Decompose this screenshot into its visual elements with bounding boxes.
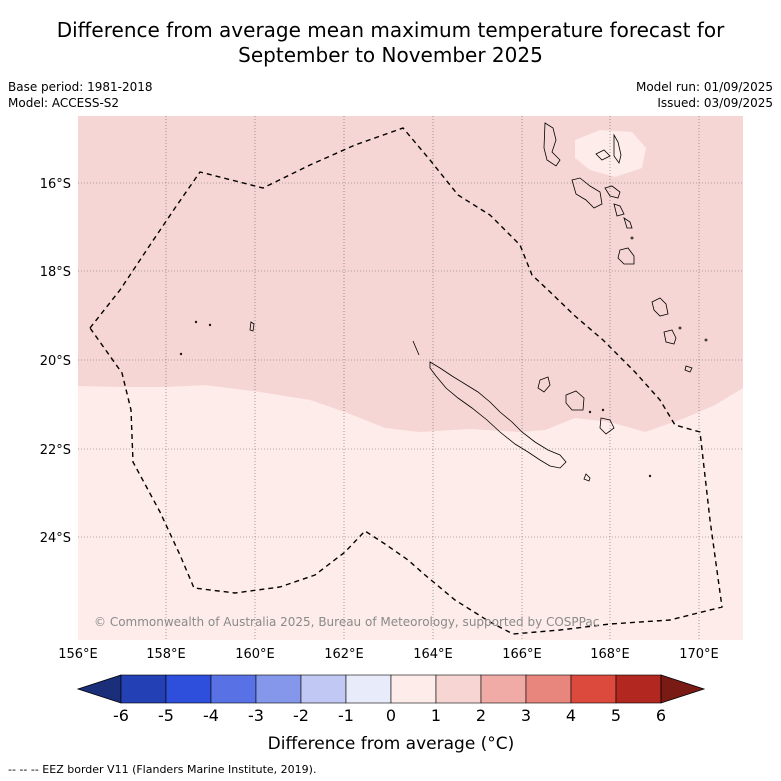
colorbar-tick-label: 4 — [566, 706, 576, 725]
colorbar-tick-label: 3 — [521, 706, 531, 725]
lat-label: 16°S — [40, 177, 71, 192]
base-period: Base period: 1981-2018 — [8, 80, 153, 94]
lon-label: 156°E — [58, 647, 98, 662]
model-run: Model run: 01/09/2025 — [635, 80, 773, 94]
model-name: Model: ACCESS-S2 — [8, 96, 120, 110]
lat-label: 24°S — [40, 531, 71, 546]
eez-footer-note: -- -- -- EEZ border V11 (Flanders Marine… — [8, 763, 317, 776]
colorbar-segment — [300, 674, 347, 704]
latitude-labels: 16°S 18°S 20°S 22°S 24°S — [40, 177, 71, 546]
lon-label: 160°E — [235, 647, 275, 662]
lon-label: 162°E — [324, 647, 364, 662]
gridlines — [78, 116, 743, 640]
colorbar-tick-label: -4 — [203, 706, 219, 725]
colorbar-tick-labels: -6 -5 -4 -3 -2 -1 0 1 2 3 4 5 6 — [113, 706, 666, 725]
coastline-outline — [179, 122, 708, 482]
colorbar-segment — [480, 674, 527, 704]
island-new-caledonia — [429, 361, 567, 469]
colorbar-segment — [120, 674, 167, 704]
colorbar-extend-low — [76, 674, 122, 704]
map-title: Difference from average mean maximum tem… — [0, 18, 781, 68]
meta-left: Base period: 1981-2018 Model: ACCESS-S2 — [8, 79, 153, 111]
colorbar-segment — [615, 674, 662, 704]
title-line-1: Difference from average mean maximum tem… — [56, 18, 725, 42]
meta-right: Model run: 01/09/2025 Issued: 03/09/2025 — [636, 79, 773, 111]
colorbar-tick-label: -1 — [338, 706, 354, 725]
anomaly-region-1-to-2 — [78, 116, 743, 432]
colorbar-segment — [390, 674, 437, 704]
colorbar-extend-high — [660, 674, 706, 704]
colorbar-tick-label: -2 — [293, 706, 309, 725]
title-line-2: September to November 2025 — [238, 43, 543, 67]
lon-label: 170°E — [679, 647, 719, 662]
copyright-notice: © Commonwealth of Australia 2025, Bureau… — [94, 615, 599, 629]
colorbar-segment — [525, 674, 572, 704]
colorbar-tick-label: 5 — [611, 706, 621, 725]
colorbar-segment — [255, 674, 302, 704]
map-area: © Commonwealth of Australia 2025, Bureau… — [78, 116, 743, 640]
issued-date: Issued: 03/09/2025 — [657, 96, 773, 110]
eez-dashed-line — [89, 127, 723, 635]
colorbar-tick-label: -5 — [158, 706, 174, 725]
colorbar-segment — [210, 674, 257, 704]
lon-label: 164°E — [413, 647, 453, 662]
colorbar-title: Difference from average (°C) — [268, 734, 515, 754]
colorbar-segment — [165, 674, 212, 704]
colorbar-tick-label: 6 — [656, 706, 666, 725]
lon-label: 166°E — [502, 647, 542, 662]
colorbar-tick-label: 1 — [431, 706, 441, 725]
lon-label: 168°E — [590, 647, 630, 662]
colorbar-segment — [435, 674, 482, 704]
colorbar-tick-label: 0 — [386, 706, 396, 725]
longitude-labels: 156°E 158°E 160°E 162°E 164°E 166°E 168°… — [58, 647, 719, 662]
colorbar-segment — [570, 674, 617, 704]
lat-label: 18°S — [40, 265, 71, 280]
lat-label: 22°S — [40, 443, 71, 458]
anomaly-patch-north — [575, 130, 646, 177]
lat-label: 20°S — [40, 354, 71, 369]
colorbar-tick-label: 2 — [476, 706, 486, 725]
lon-label: 158°E — [146, 647, 186, 662]
colorbar-segment — [345, 674, 392, 704]
colorbar-tick-label: -6 — [113, 706, 129, 725]
colorbar — [76, 674, 706, 704]
colorbar-tick-label: -3 — [248, 706, 264, 725]
